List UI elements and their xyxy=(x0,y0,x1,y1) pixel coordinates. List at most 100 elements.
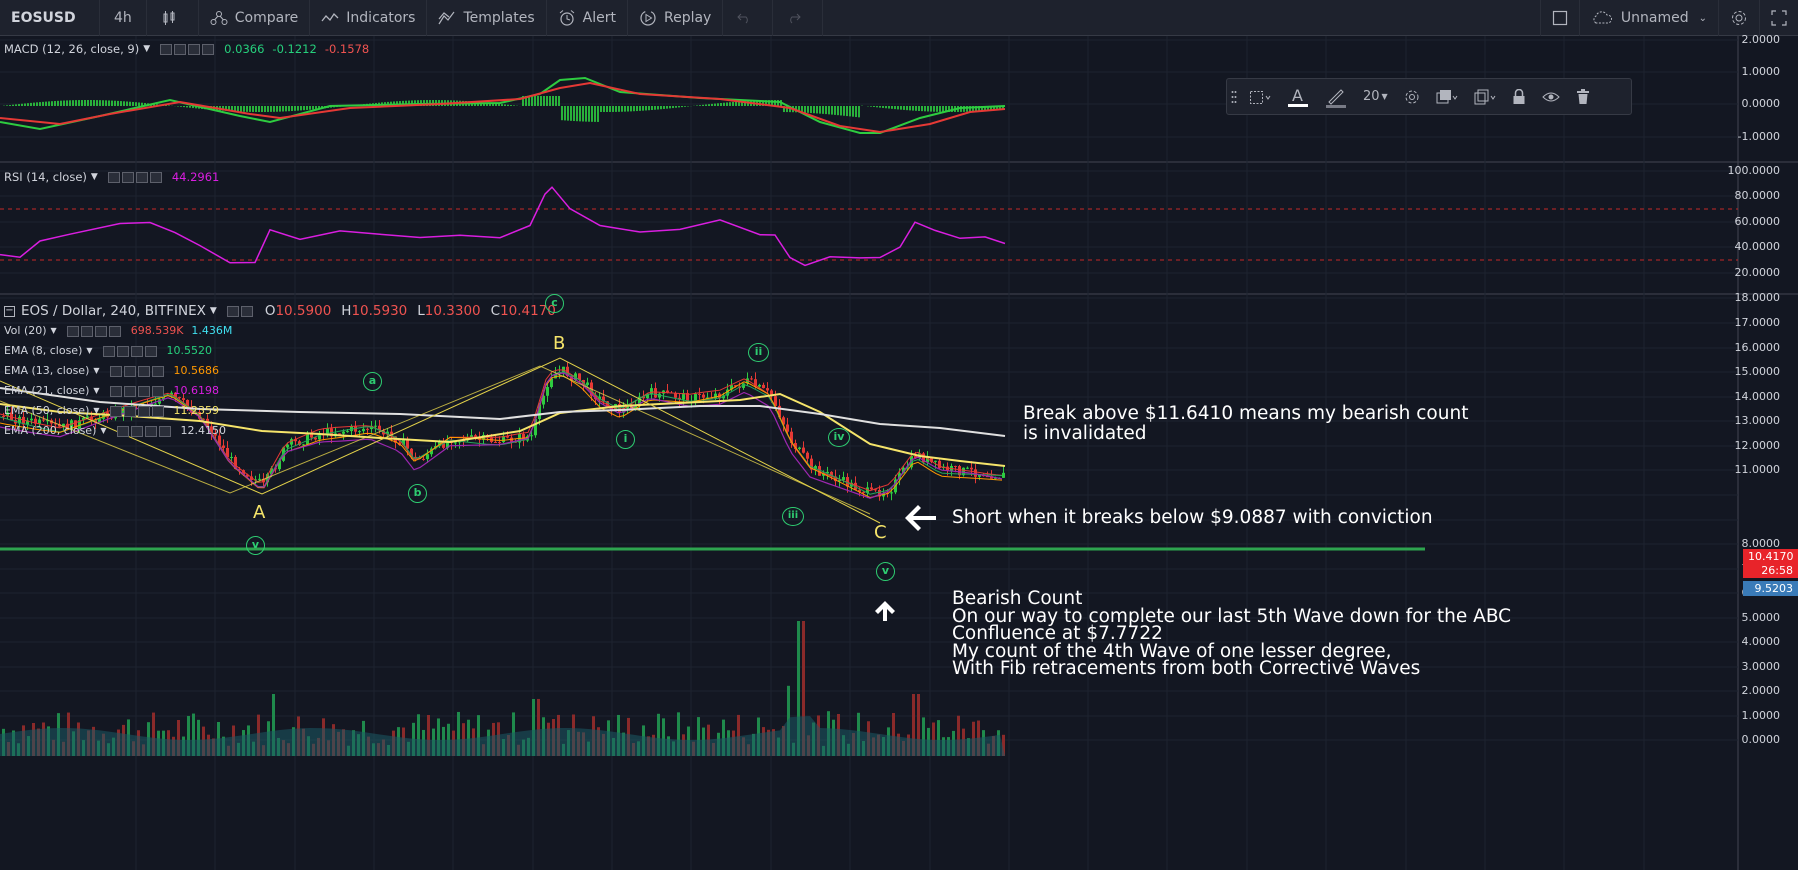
indicator-legend-label[interactable]: Vol (20) xyxy=(4,324,47,337)
indicators-label: Indicators xyxy=(346,9,416,26)
macd-histogram-bar xyxy=(777,100,779,106)
replay-button[interactable]: Replay xyxy=(628,0,724,36)
legend-controls[interactable] xyxy=(109,365,166,377)
annotation-short[interactable]: Short when it breaks below $9.0887 with … xyxy=(952,507,1433,528)
legend-controls[interactable] xyxy=(107,171,164,183)
macd-histogram-bar xyxy=(819,106,821,114)
annotation-bearish-count[interactable]: Bearish Count On our way to complete our… xyxy=(952,590,1511,678)
redo-button[interactable] xyxy=(773,0,824,36)
compare-button[interactable]: Compare xyxy=(199,0,311,36)
chart-canvas[interactable] xyxy=(0,36,1798,870)
legend-controls[interactable] xyxy=(102,345,159,357)
wave-label-A[interactable]: A xyxy=(253,502,266,523)
wave-label-C[interactable]: C xyxy=(874,522,887,543)
chevron-down-icon[interactable]: ▼ xyxy=(90,172,98,182)
text-color-button[interactable]: A xyxy=(1279,79,1317,114)
chevron-down-icon[interactable]: ▼ xyxy=(93,406,100,415)
macd-axis-label: 1.0000 xyxy=(1741,65,1781,78)
arrow-left-icon[interactable] xyxy=(902,502,938,534)
candle-body xyxy=(990,476,993,479)
indicator-legend-label[interactable]: EMA (8, close) xyxy=(4,344,83,357)
settings-button[interactable] xyxy=(1718,0,1759,36)
macd-histogram-bar xyxy=(696,105,698,106)
maximize-button[interactable] xyxy=(1759,0,1798,36)
indicator-legend-item[interactable]: EMA (200, close) ▼ 12.4150 xyxy=(4,424,226,438)
wave-label-iv[interactable]: iv xyxy=(828,428,850,447)
legend-controls[interactable] xyxy=(66,325,123,337)
volume-bar xyxy=(957,715,960,756)
wave-label-c[interactable]: c xyxy=(545,294,564,313)
chevron-down-icon[interactable]: ▼ xyxy=(93,366,100,375)
legend-controls[interactable] xyxy=(116,425,173,437)
rsi-legend[interactable]: RSI (14, close) ▼ 44.2961 xyxy=(4,170,219,184)
legend-controls[interactable] xyxy=(160,43,216,55)
legend-controls[interactable] xyxy=(109,405,166,417)
wave-label-i[interactable]: i xyxy=(616,430,635,449)
chevron-down-icon[interactable]: ▼ xyxy=(93,386,100,395)
indicator-legend-label[interactable]: EMA (21, close) xyxy=(4,384,90,397)
chart-type-button[interactable] xyxy=(147,0,199,36)
legend-controls[interactable] xyxy=(109,385,166,397)
indicator-legend-item[interactable]: EMA (21, close) ▼ 10.6198 xyxy=(4,384,219,398)
indicator-legend-item[interactable]: EMA (8, close) ▼ 10.5520 xyxy=(4,344,212,358)
indicator-legend-item[interactable]: EMA (13, close) ▼ 10.5686 xyxy=(4,364,219,378)
legend-controls[interactable] xyxy=(226,305,255,317)
collapse-icon[interactable]: − xyxy=(4,304,15,317)
wave-label-iii[interactable]: iii xyxy=(782,507,804,526)
templates-button[interactable]: Templates xyxy=(427,0,547,36)
ema-200-line xyxy=(0,387,1006,437)
delete-button[interactable] xyxy=(1568,79,1598,114)
macd-histogram-bar xyxy=(546,96,548,106)
macd-histogram-bar xyxy=(84,100,86,106)
wave-label-a[interactable]: a xyxy=(363,372,382,391)
candle-body xyxy=(790,431,793,444)
line-color-button[interactable] xyxy=(1317,79,1355,114)
chevron-down-icon[interactable]: ▼ xyxy=(86,346,93,355)
wave-label-B[interactable]: B xyxy=(553,333,566,354)
chart-area[interactable]: MACD (12, 26, close, 9) ▼ 0.0366 -0.1212… xyxy=(0,33,1798,870)
indicators-button[interactable]: Indicators xyxy=(310,0,428,36)
ema-8-line xyxy=(0,369,1003,492)
macd-label[interactable]: MACD (12, 26, close, 9) xyxy=(4,42,140,56)
frame-button[interactable] xyxy=(1241,79,1279,114)
layout-name-button[interactable]: Unnamed ⌄ xyxy=(1578,0,1718,36)
volume-bar xyxy=(272,694,275,756)
indicator-legend-item[interactable]: Vol (20) ▼ 698.539K 1.436M xyxy=(4,324,232,338)
drag-handle[interactable] xyxy=(1227,79,1241,114)
candle-body xyxy=(426,454,429,460)
chevron-down-icon[interactable]: ▼ xyxy=(50,326,57,335)
arrow-up-icon[interactable] xyxy=(873,599,897,623)
template-dropdown[interactable] xyxy=(1428,79,1466,114)
fullscreen-chart-button[interactable] xyxy=(1539,0,1579,36)
wave-label-v[interactable]: v xyxy=(876,562,895,581)
lock-button[interactable] xyxy=(1504,79,1534,114)
wave-label-b[interactable]: b xyxy=(408,484,427,503)
font-size-dropdown[interactable]: 20 ▼ xyxy=(1355,79,1396,114)
indicator-legend-label[interactable]: EMA (13, close) xyxy=(4,364,90,377)
chevron-down-icon[interactable]: ▼ xyxy=(209,306,217,316)
indicator-legend-label[interactable]: EMA (200, close) xyxy=(4,424,97,437)
interval-button[interactable]: 4h xyxy=(100,0,147,36)
settings-button[interactable] xyxy=(1396,79,1428,114)
alert-button[interactable]: Alert xyxy=(547,0,628,36)
annotation-line: With Fib retracements from both Correcti… xyxy=(952,658,1421,679)
indicator-legend-item[interactable]: EMA (50, close) ▼ 11.2359 xyxy=(4,404,219,418)
indicator-legend-label[interactable]: EMA (50, close) xyxy=(4,404,90,417)
candle-body xyxy=(954,465,957,467)
clone-dropdown[interactable] xyxy=(1466,79,1504,114)
symbol-legend-label[interactable]: EOS / Dollar, 240, BITFINEX xyxy=(21,303,206,319)
candle-body xyxy=(90,416,93,421)
annotation-break-above[interactable]: Break above $11.6410 means my bearish co… xyxy=(1023,404,1468,444)
symbol-search-button[interactable]: EOSUSD xyxy=(0,0,100,36)
chevron-down-icon[interactable]: ▼ xyxy=(100,426,107,435)
wave-label-ii[interactable]: ii xyxy=(748,343,769,362)
wave-label-v[interactable]: v xyxy=(246,536,265,555)
macd-histogram-bar xyxy=(186,106,188,108)
chevron-down-icon[interactable]: ▼ xyxy=(143,44,151,54)
rsi-label[interactable]: RSI (14, close) xyxy=(4,170,87,184)
macd-histogram-bar xyxy=(570,106,572,121)
visibility-button[interactable] xyxy=(1534,79,1568,114)
main-series-legend[interactable]: − EOS / Dollar, 240, BITFINEX ▼ O 10.5900… xyxy=(4,304,556,318)
undo-button[interactable] xyxy=(723,0,774,36)
macd-legend[interactable]: MACD (12, 26, close, 9) ▼ 0.0366 -0.1212… xyxy=(4,42,369,56)
